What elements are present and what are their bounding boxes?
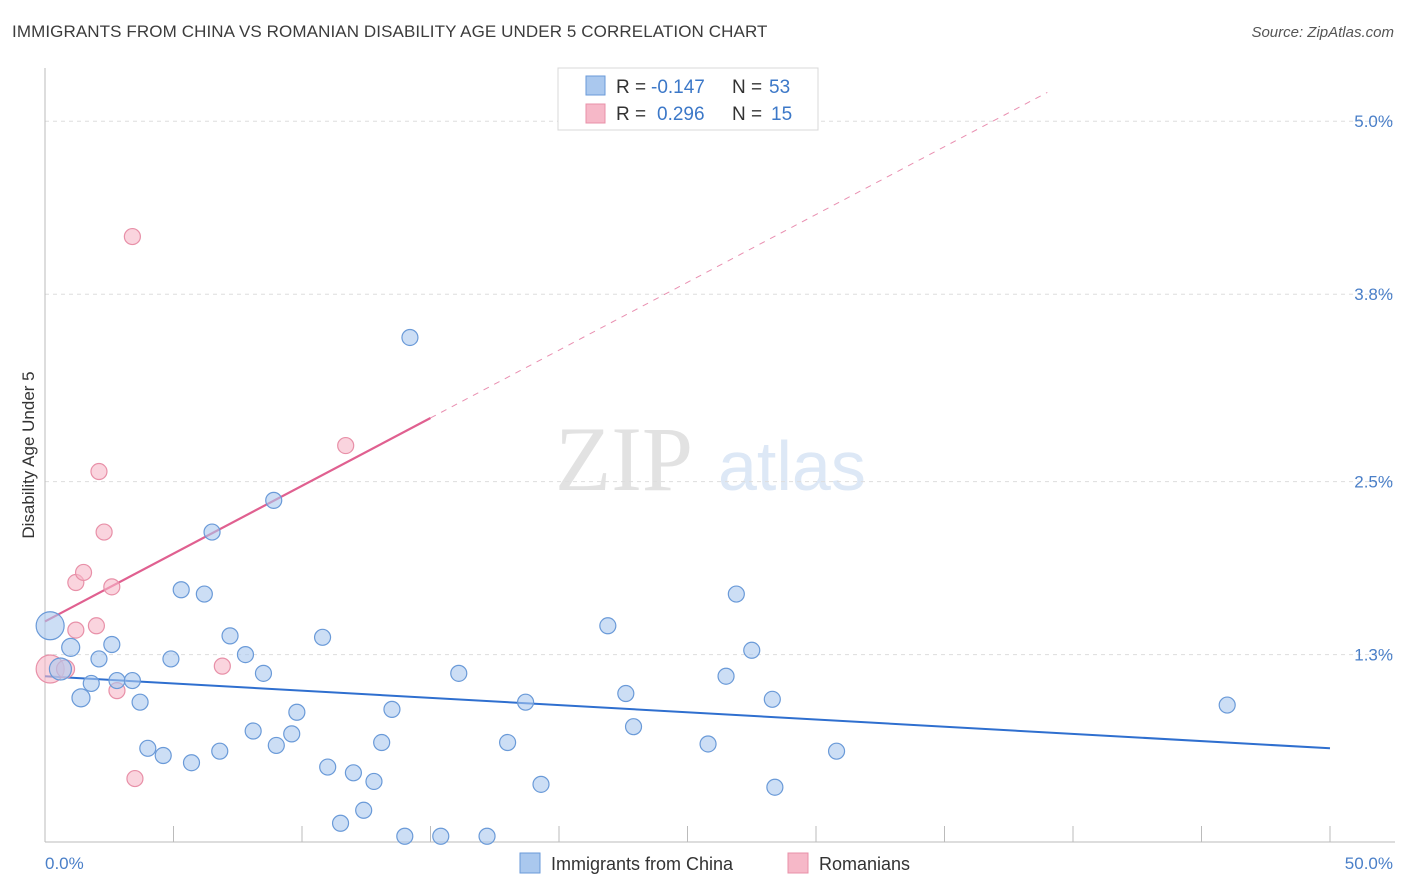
china-point-0 xyxy=(35,611,65,641)
watermark-atlas: atlas xyxy=(718,427,866,505)
china-point-44 xyxy=(624,718,643,736)
watermark: ZIP atlas xyxy=(555,408,866,510)
series-legend: Immigrants from China Romanians xyxy=(519,852,910,874)
china-point-16 xyxy=(203,523,221,541)
china-point-7 xyxy=(108,671,126,690)
china-point-37 xyxy=(450,664,468,682)
china-point-47 xyxy=(727,585,745,603)
legend-r-label-1: R = xyxy=(616,104,646,125)
romanians-point-2 xyxy=(67,621,85,639)
legend-r-label-0: R = xyxy=(616,77,646,98)
china-point-31 xyxy=(365,772,383,791)
china-point-32 xyxy=(373,733,391,752)
china-point-51 xyxy=(827,742,846,760)
china-point-35 xyxy=(396,827,414,845)
x-tick-label-1: 50.0% xyxy=(1345,854,1393,873)
china-point-10 xyxy=(139,739,157,757)
y-tick-label-3: 5.0% xyxy=(1354,112,1393,131)
china-point-9 xyxy=(131,693,149,711)
x-axis-ticks xyxy=(44,826,1331,842)
bottom-legend-label-china: Immigrants from China xyxy=(551,854,734,874)
source-attribution: Source: ZipAtlas.com xyxy=(1251,24,1394,41)
china-point-48 xyxy=(743,641,761,659)
china-point-40 xyxy=(516,693,535,711)
china-point-30 xyxy=(355,801,373,819)
romanians-point-7 xyxy=(95,523,113,541)
china-point-18 xyxy=(221,627,239,645)
china-point-3 xyxy=(71,688,91,708)
romanians-point-10 xyxy=(123,227,141,246)
x-tick-label-0: 0.0% xyxy=(45,854,84,873)
china-point-4 xyxy=(82,674,100,693)
chart-title: IMMIGRANTS FROM CHINA VS ROMANIAN DISABI… xyxy=(12,22,768,41)
china-point-41 xyxy=(532,775,550,793)
y-tick-label-0: 1.3% xyxy=(1354,646,1393,665)
romanians-point-8 xyxy=(103,578,121,596)
bottom-legend-label-romanians: Romanians xyxy=(819,854,910,874)
china-point-36 xyxy=(432,827,450,845)
romanians-point-12 xyxy=(213,657,231,675)
trend-line-china xyxy=(44,675,1331,750)
china-point-49 xyxy=(763,690,781,708)
legend-n-value-0: 53 xyxy=(769,77,790,98)
china-point-19 xyxy=(236,646,255,664)
romanians-point-6 xyxy=(90,462,108,481)
legend-r-value-0: -0.147 xyxy=(651,77,705,98)
romanians-point-5 xyxy=(87,617,106,635)
china-point-45 xyxy=(699,735,717,753)
china-point-25 xyxy=(288,703,306,721)
china-point-13 xyxy=(172,581,190,599)
china-point-34 xyxy=(401,328,419,347)
y-axis-title: Disability Age Under 5 xyxy=(19,371,38,538)
china-point-38 xyxy=(478,827,496,845)
y-axis-tick-labels: 1.3% 2.5% 3.8% 5.0% xyxy=(1354,112,1393,664)
china-point-20 xyxy=(244,722,262,740)
china-point-24 xyxy=(283,725,301,743)
y-tick-label-2: 3.8% xyxy=(1354,285,1393,304)
legend-r-value-1: 0.296 xyxy=(657,104,705,125)
legend-n-label-1: N = xyxy=(732,104,762,125)
legend-swatch-blue xyxy=(585,75,606,96)
china-point-17 xyxy=(211,742,229,760)
bottom-legend-swatch-romanians xyxy=(787,852,809,874)
china-point-29 xyxy=(331,814,350,832)
legend-swatch-pink xyxy=(585,103,606,124)
romanians-point-4 xyxy=(74,563,93,582)
watermark-zip: ZIP xyxy=(555,408,693,510)
y-tick-label-1: 2.5% xyxy=(1354,473,1393,492)
china-point-43 xyxy=(617,684,635,703)
china-point-11 xyxy=(154,746,172,765)
china-point-5 xyxy=(90,650,108,668)
china-point-52 xyxy=(1218,696,1236,714)
china-point-1 xyxy=(48,657,73,681)
correlation-legend: R = -0.147 N = 53 R = 0.296 N = 15 xyxy=(557,67,819,131)
romanians-point-11 xyxy=(126,769,144,788)
series-immigrants-from-china xyxy=(35,328,1236,845)
china-point-42 xyxy=(599,617,617,635)
trend-line-romanians-extension xyxy=(430,91,1048,419)
china-point-28 xyxy=(344,764,362,782)
romanians-point-13 xyxy=(337,436,355,455)
china-point-22 xyxy=(265,491,283,509)
china-point-8 xyxy=(123,671,141,690)
china-point-39 xyxy=(499,733,517,752)
bottom-legend-swatch-china xyxy=(519,852,541,874)
china-point-15 xyxy=(195,585,213,603)
gridlines xyxy=(45,120,1395,656)
china-point-23 xyxy=(267,736,285,755)
trend-line-romanians xyxy=(44,417,432,623)
china-point-50 xyxy=(766,778,784,796)
china-point-27 xyxy=(319,758,337,776)
china-point-33 xyxy=(383,700,401,718)
china-point-6 xyxy=(103,635,121,654)
legend-n-label-0: N = xyxy=(732,77,762,98)
china-point-21 xyxy=(254,664,273,682)
china-point-12 xyxy=(162,650,180,668)
china-point-46 xyxy=(717,667,735,685)
china-point-2 xyxy=(61,637,81,657)
china-point-26 xyxy=(313,628,332,646)
china-point-14 xyxy=(182,754,201,772)
legend-n-value-1: 15 xyxy=(771,104,792,125)
